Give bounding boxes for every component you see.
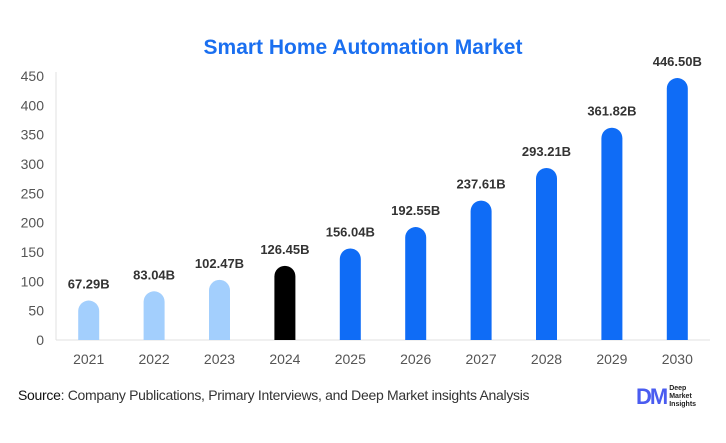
bar-2030	[666, 78, 688, 340]
x-tick-label: 2025	[335, 351, 366, 367]
bar-2027	[470, 200, 492, 340]
y-tick-label: 400	[21, 97, 45, 113]
bar-chart: 0 50 100 150 200 250 300 350 400 450 67.29B 2021 83.…	[21, 54, 710, 367]
data-label-2024: 126.45B	[260, 242, 309, 257]
data-label-2028: 293.21B	[522, 144, 571, 159]
x-tick-label: 2023	[204, 351, 235, 367]
x-tick-label: 2024	[269, 351, 300, 367]
source-note: Source: Company Publications, Primary In…	[18, 387, 530, 403]
bar-2024	[274, 265, 296, 340]
data-label-2027: 237.61B	[457, 177, 506, 192]
bar-2026	[405, 227, 427, 340]
data-label-2029: 361.82B	[587, 104, 636, 119]
bar-2028	[536, 167, 557, 340]
data-label-2023: 102.47B	[195, 256, 244, 271]
logo-mark: DM	[636, 384, 668, 409]
bar-2023	[209, 279, 230, 340]
x-tick-label: 2030	[662, 351, 693, 367]
logo: DM Deep Market Insights	[636, 384, 696, 410]
y-tick-label: 250	[21, 185, 45, 201]
data-label-2026: 192.55B	[391, 203, 440, 218]
x-tick-label: 2022	[139, 351, 170, 367]
bar-2025	[339, 248, 361, 340]
x-tick-label: 2029	[596, 351, 627, 367]
data-label-2030: 446.50B	[653, 54, 702, 69]
logo-text: Deep Market Insights	[669, 385, 697, 408]
bar-2022	[143, 291, 165, 340]
y-tick-label: 50	[28, 303, 44, 319]
data-label-2021: 67.29B	[68, 277, 110, 292]
y-tick-label: 100	[21, 273, 45, 289]
y-tick-label: 200	[21, 215, 45, 231]
x-tick-label: 2027	[466, 351, 497, 367]
x-tick-label: 2028	[531, 351, 562, 367]
data-label-2022: 83.04B	[133, 267, 175, 282]
bar-2029	[601, 127, 623, 340]
source-text: : Company Publications, Primary Intervie…	[60, 387, 530, 403]
y-tick-label: 450	[21, 68, 45, 84]
data-label-2025: 156.04B	[326, 224, 375, 239]
y-tick-label: 300	[21, 156, 45, 172]
y-tick-label: 0	[36, 332, 44, 348]
x-tick-label: 2021	[73, 351, 104, 367]
bar-2021	[78, 300, 100, 340]
source-label: Source	[18, 387, 61, 403]
chart-title: Smart Home Automation Market	[203, 36, 523, 59]
x-tick-label: 2026	[400, 351, 431, 367]
y-tick-label: 350	[21, 127, 45, 143]
y-tick-label: 150	[21, 244, 45, 260]
